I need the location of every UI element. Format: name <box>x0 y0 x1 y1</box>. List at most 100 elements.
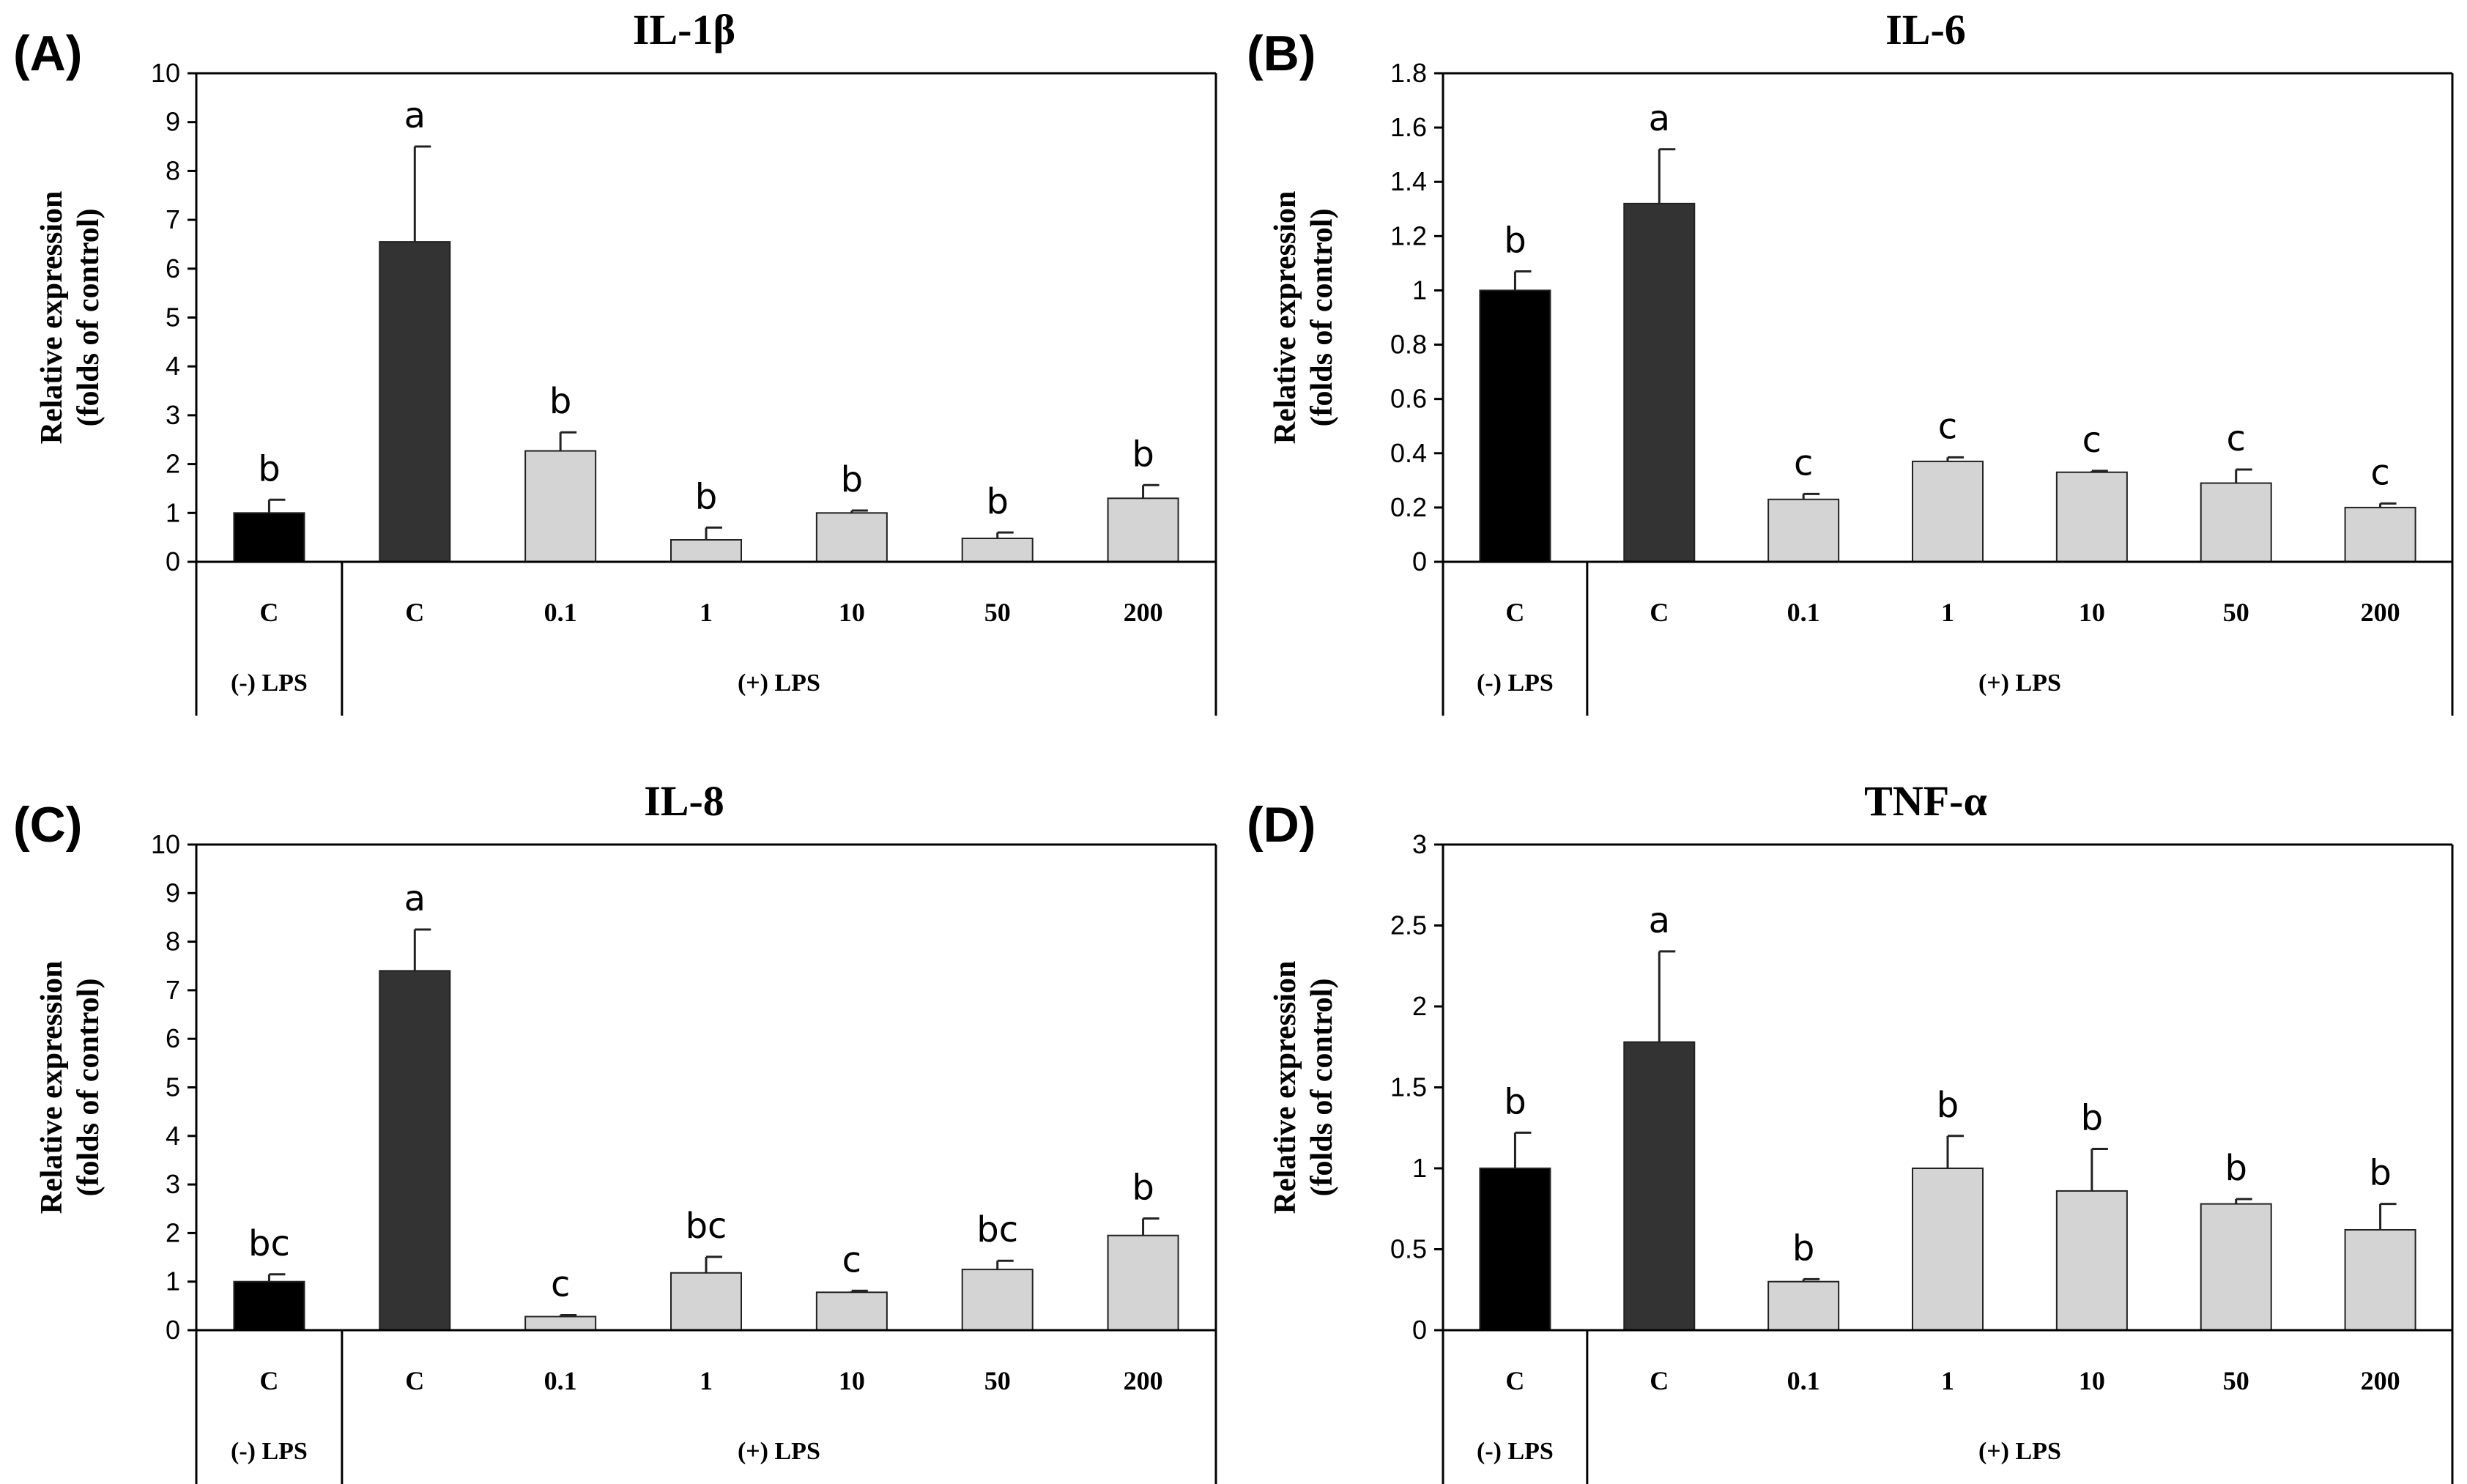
significance-label: bc <box>686 1206 727 1247</box>
bar <box>815 512 888 563</box>
x-category-label: 50 <box>984 598 1011 627</box>
x-category-label: C <box>1650 598 1669 627</box>
bar <box>2200 1203 2272 1331</box>
significance-label: b <box>1132 434 1154 475</box>
y-tick-label: 1 <box>1412 275 1427 305</box>
bar <box>233 512 305 563</box>
y-tick-label: 2.5 <box>1390 910 1427 941</box>
significance-label: b <box>258 448 280 489</box>
y-tick-label: 2 <box>166 449 180 479</box>
bar <box>1623 1041 1696 1331</box>
significance-label: b <box>986 481 1008 522</box>
bar <box>2055 1190 2128 1331</box>
significance-label: c <box>842 1239 861 1280</box>
group-label: (+) LPS <box>738 1438 820 1465</box>
x-category-label: C <box>405 598 424 627</box>
panel-letter: (A) <box>13 26 82 81</box>
y-tick-label: 7 <box>166 204 180 234</box>
bar <box>1767 498 1840 563</box>
panel-il1b: (A) IL-1β Relative expression (folds of con… <box>13 6 1217 716</box>
y-tick-label: 0 <box>166 546 180 576</box>
bar <box>2200 482 2272 563</box>
y-tick-label: 10 <box>151 58 180 88</box>
panel-il6: (B) IL-6 Relative expression (folds of cont… <box>1247 6 2454 716</box>
y-tick-label: 7 <box>166 975 180 1005</box>
panel-tnfa: (D) TNF-α Relative expression (folds of con… <box>1247 777 2454 1484</box>
chart-title: TNF-α <box>1864 777 1987 825</box>
x-category-label: 1 <box>1941 1366 1954 1395</box>
x-category-label: 1 <box>700 598 713 627</box>
group-label: (+) LPS <box>738 669 820 697</box>
y-tick-label: 2 <box>1412 991 1427 1021</box>
y-tick-label: 8 <box>166 927 180 957</box>
x-category-label: C <box>259 1366 278 1395</box>
y-axis-label: Relative expression <box>35 961 69 1214</box>
y-tick-label: 3 <box>166 400 180 430</box>
y-tick-label: 6 <box>166 253 180 283</box>
y-tick-label: 2 <box>166 1217 180 1247</box>
y-tick-label: 0.5 <box>1390 1234 1427 1264</box>
significance-label: a <box>404 95 426 136</box>
y-tick-label: 8 <box>166 155 180 185</box>
bar <box>1107 1234 1179 1332</box>
y-axis-label-units: (folds of control) <box>72 209 105 427</box>
x-category-label: 50 <box>2223 598 2249 627</box>
x-category-label: C <box>259 598 278 627</box>
y-tick-label: 4 <box>166 351 180 381</box>
bar <box>2055 471 2128 563</box>
bar <box>524 1316 597 1331</box>
significance-label: b <box>549 381 571 422</box>
significance-label: bc <box>976 1209 1018 1250</box>
significance-label: c <box>1938 406 1957 447</box>
bar <box>1767 1280 1840 1332</box>
x-category-label: 10 <box>2079 598 2105 627</box>
x-category-label: 200 <box>1124 1366 1163 1395</box>
bar <box>379 241 451 563</box>
x-category-label: 10 <box>2079 1366 2105 1395</box>
y-tick-label: 5 <box>166 303 180 333</box>
significance-label: b <box>1132 1168 1154 1209</box>
y-tick-label: 0 <box>1412 546 1427 576</box>
panel-letter: (D) <box>1247 797 1316 853</box>
x-category-label: 1 <box>700 1366 713 1395</box>
y-axis-label: Relative expression <box>1269 191 1302 445</box>
y-tick-label: 0.2 <box>1390 492 1427 522</box>
bar <box>379 970 451 1331</box>
y-tick-label: 9 <box>166 107 180 137</box>
y-axis-label-units: (folds of control) <box>1305 979 1339 1197</box>
significance-label: c <box>2082 420 2101 461</box>
y-tick-label: 1 <box>166 497 180 527</box>
group-label: (+) LPS <box>1978 1438 2061 1465</box>
x-category-label: 10 <box>839 598 865 627</box>
significance-label: b <box>2081 1097 2103 1138</box>
significance-label: c <box>2370 452 2389 493</box>
bar <box>815 1291 888 1332</box>
bar <box>2344 1228 2416 1331</box>
significance-label: b <box>1504 1081 1526 1122</box>
x-category-label: C <box>405 1366 424 1395</box>
x-category-label: 200 <box>2361 1366 2400 1395</box>
x-category-label: 0.1 <box>544 1366 577 1395</box>
chart-title: IL-6 <box>1885 6 1966 53</box>
y-tick-label: 0.6 <box>1390 384 1427 414</box>
significance-label: b <box>1792 1228 1814 1269</box>
y-axis-label-units: (folds of control) <box>72 979 105 1197</box>
significance-label: c <box>551 1264 570 1305</box>
significance-label: b <box>2225 1148 2247 1189</box>
x-category-label: 0.1 <box>1787 598 1820 627</box>
y-tick-label: 1.8 <box>1390 58 1427 88</box>
y-tick-label: 1.6 <box>1390 112 1427 142</box>
y-axis-label: Relative expression <box>1269 961 1302 1214</box>
significance-label: c <box>2227 418 2246 459</box>
significance-label: b <box>1504 220 1526 261</box>
y-tick-label: 1 <box>166 1266 180 1296</box>
significance-label: c <box>1794 442 1813 483</box>
significance-label: b <box>841 459 863 500</box>
bar <box>670 538 742 563</box>
bar <box>1912 460 1984 563</box>
bar <box>1479 289 1551 563</box>
x-category-label: 0.1 <box>1787 1366 1820 1395</box>
x-category-label: C <box>1650 1366 1669 1395</box>
bar <box>1912 1168 1984 1331</box>
